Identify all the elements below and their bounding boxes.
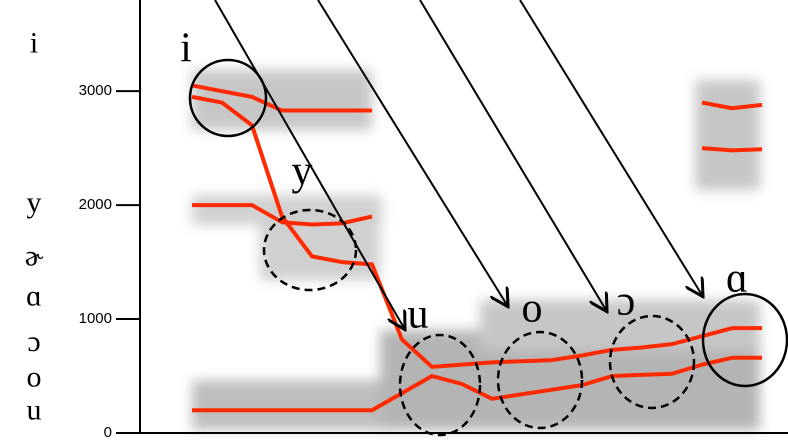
vowel-axis-label: u xyxy=(27,393,42,426)
y-tick-label: 3000 xyxy=(79,82,112,99)
y-tick-label: 0 xyxy=(104,424,112,440)
vowel-label: ɑ xyxy=(726,256,748,302)
vowel-axis-label: ɔ xyxy=(27,325,40,358)
arrows xyxy=(214,0,702,328)
vowel-label: o xyxy=(522,286,543,332)
vowel-label: i xyxy=(180,26,192,72)
spectrogram xyxy=(192,70,760,430)
y-tick-label: 2000 xyxy=(79,196,112,213)
formant-track xyxy=(701,100,763,111)
vowel-circles xyxy=(188,58,788,437)
vowel-axis-label: ɚ xyxy=(25,240,44,273)
vowel-label: ɔ xyxy=(617,279,636,325)
vowel-axis-label: ɑ xyxy=(26,279,42,312)
vowel-label: y xyxy=(292,149,313,195)
formant-track xyxy=(191,83,763,153)
formant-track xyxy=(192,355,762,413)
y-tick-label: 1000 xyxy=(79,310,112,327)
vowel-label: u xyxy=(408,292,429,338)
vowel-axis-label: i xyxy=(30,26,38,59)
vowel-axis-label: y xyxy=(27,186,42,219)
formant-track xyxy=(192,203,373,227)
vowel-axis-label: o xyxy=(27,360,42,393)
